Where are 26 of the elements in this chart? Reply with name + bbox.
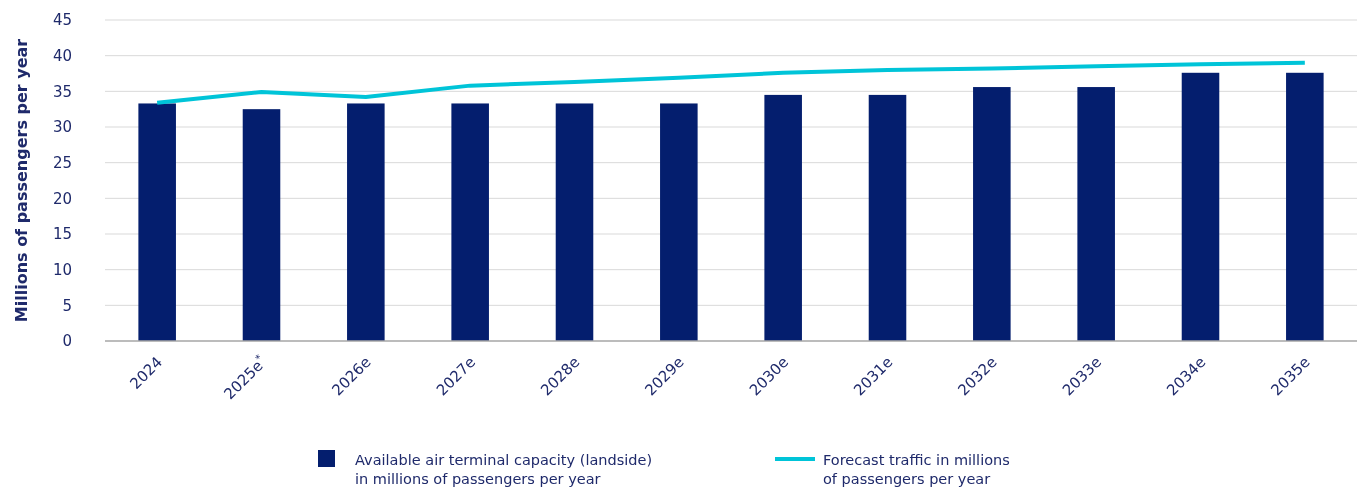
bar	[973, 87, 1011, 341]
bar	[1286, 72, 1324, 341]
y-tick-label: 40	[52, 46, 72, 65]
y-tick-label: 15	[52, 225, 72, 244]
bar	[868, 94, 907, 341]
bar	[242, 109, 281, 341]
legend-label: Available air terminal capacity (landside) in millions of passengers per year	[355, 452, 653, 487]
bar	[347, 103, 385, 341]
y-tick-label: 25	[52, 153, 72, 172]
bar	[555, 103, 594, 341]
bar	[660, 103, 698, 341]
y-tick-label: 45	[52, 11, 72, 30]
line-series	[155, 60, 1307, 105]
y-axis-title: Millions of passengers per year	[12, 38, 31, 323]
y-tick-label: 5	[62, 296, 72, 315]
bar	[138, 103, 176, 341]
bar	[451, 103, 489, 341]
y-tick-label: 20	[52, 189, 72, 208]
y-tick-label: 30	[52, 118, 72, 137]
y-tick-label: 35	[52, 82, 72, 101]
y-tick-label: 0	[62, 332, 72, 351]
bar	[764, 94, 802, 341]
y-tick-label: 10	[52, 260, 72, 279]
legend-label: Forecast traffic in millions of passengers per year	[823, 452, 1010, 487]
bar	[1181, 72, 1220, 341]
bar	[1077, 87, 1115, 341]
